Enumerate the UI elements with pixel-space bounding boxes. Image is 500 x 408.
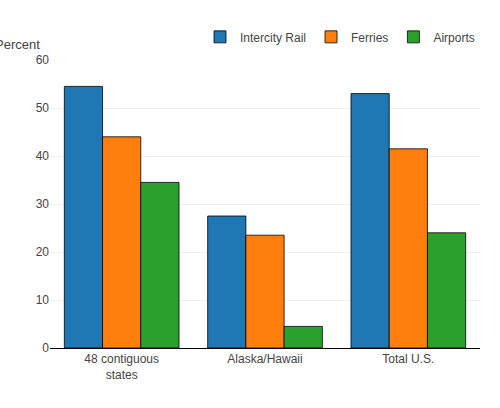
svg-text:Total U.S.: Total U.S. — [382, 352, 434, 366]
svg-text:50: 50 — [36, 101, 50, 115]
svg-text:20: 20 — [36, 245, 50, 259]
svg-text:Percent: Percent — [0, 37, 40, 52]
svg-text:Alaska/Hawaii: Alaska/Hawaii — [227, 352, 302, 366]
svg-text:30: 30 — [36, 197, 50, 211]
svg-text:10: 10 — [36, 293, 50, 307]
svg-text:Ferries: Ferries — [351, 31, 388, 45]
svg-text:Airports: Airports — [433, 31, 474, 45]
svg-text:48 contiguousstates: 48 contiguousstates — [84, 352, 159, 382]
svg-text:40: 40 — [36, 149, 50, 163]
svg-text:60: 60 — [36, 53, 50, 67]
svg-text:0: 0 — [42, 341, 49, 355]
svg-text:Intercity Rail: Intercity Rail — [240, 31, 306, 45]
